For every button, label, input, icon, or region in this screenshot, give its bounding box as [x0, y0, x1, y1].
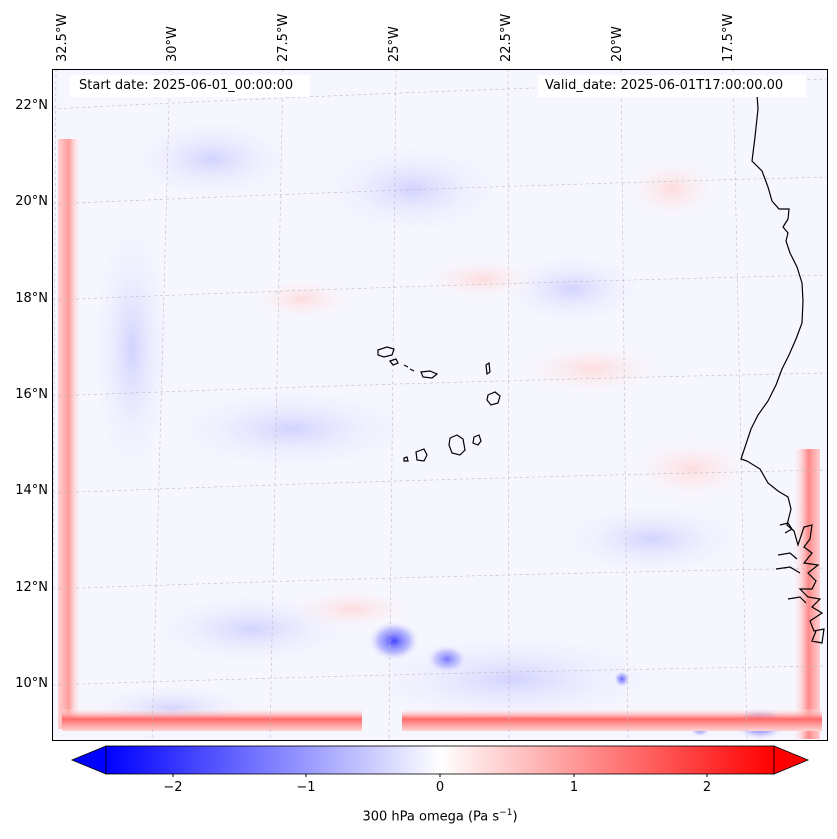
start-date-label: Start date: 2025-06-01_00:00:00 — [75, 77, 298, 94]
colorbar-extend-max — [773, 745, 810, 775]
field-light-red-areas — [252, 159, 752, 629]
field-right-edge — [794, 449, 820, 739]
colorbar-label: 300 hPa omega (Pa s−1) — [362, 808, 518, 825]
colorbar-extend-min — [70, 745, 107, 775]
colorbar-tick-2: 2 — [702, 780, 712, 795]
map-panel — [52, 69, 828, 741]
colorbar-gradient — [105, 745, 775, 775]
field-bottom-edge-left — [62, 709, 362, 731]
lat-label-12n: 12°N — [15, 580, 48, 595]
cape-verde-islands — [377, 346, 501, 462]
colorbar-tick-m2: −2 — [163, 780, 183, 795]
lon-label-20w: 20°W — [610, 26, 625, 62]
colorbar — [70, 745, 810, 777]
field-left-edge — [58, 139, 80, 729]
colorbar-tick-1: 1 — [569, 780, 579, 795]
gridlines — [52, 69, 828, 741]
lon-label-25w: 25°W — [387, 26, 402, 62]
lon-label-22-5w: 22.5°W — [499, 13, 514, 62]
lon-label-27-5w: 27.5°W — [276, 13, 291, 62]
lat-label-10n: 10°N — [15, 676, 48, 691]
lon-label-30w: 30°W — [165, 26, 180, 62]
lat-label-16n: 16°N — [15, 387, 48, 402]
valid-date-label: Valid_date: 2025-06-01T17:00:00.00 — [541, 77, 788, 94]
map-frame — [52, 69, 828, 741]
colorbar-tick-m1: −1 — [296, 780, 316, 795]
field-light-blue-areas — [92, 119, 742, 734]
lat-label-22n: 22°N — [15, 98, 48, 113]
field-bottom-edge-right — [402, 709, 822, 731]
colorbar-tick-0: 0 — [435, 780, 445, 795]
lat-label-20n: 20°N — [15, 194, 48, 209]
coastline-senegal-inlet — [775, 522, 807, 604]
colorbar-ticks — [172, 774, 708, 777]
lat-label-18n: 18°N — [15, 291, 48, 306]
coastline-africa — [740, 78, 825, 644]
lon-label-17-5w: 17.5°W — [721, 13, 736, 62]
lat-label-14n: 14°N — [15, 483, 48, 498]
lon-label-32-5w: 32.5°W — [55, 13, 70, 62]
